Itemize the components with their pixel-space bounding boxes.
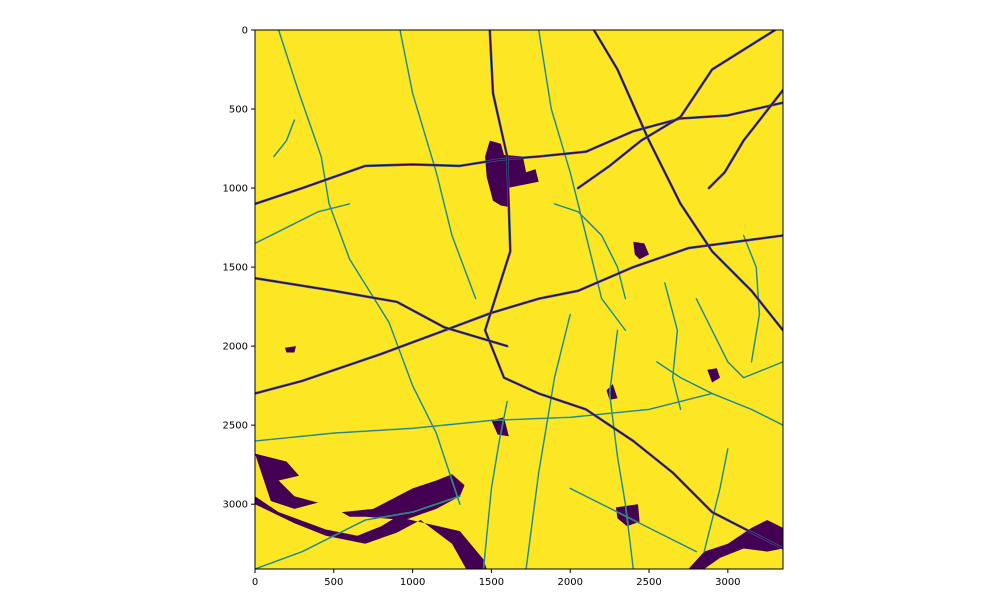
major-road-core-3 xyxy=(484,30,783,550)
minor-road-core-2 xyxy=(538,30,626,331)
major-area-6 xyxy=(255,453,318,509)
x-tick-label-6: 3000 xyxy=(715,577,740,588)
major-area-9 xyxy=(688,520,783,569)
minor-road-core-1 xyxy=(399,30,477,300)
x-tick-label-4: 2000 xyxy=(557,577,582,588)
major-area-7 xyxy=(255,496,487,569)
minor-road-core-11 xyxy=(743,235,760,363)
x-tick-label-3: 1500 xyxy=(479,577,504,588)
minor-road-core-12 xyxy=(703,448,729,552)
major-road-core-6 xyxy=(577,30,776,189)
heatmap-background xyxy=(255,30,783,569)
x-tick-label-0: 0 xyxy=(252,577,258,588)
minor-road-core-10 xyxy=(695,298,783,379)
x-axis: 0 500 1000 1500 2000 2500 3000 xyxy=(252,569,741,588)
major-road-core-2 xyxy=(593,30,783,331)
major-area-10 xyxy=(284,346,296,353)
minor-road-core-7 xyxy=(255,495,461,569)
major-roads-layer xyxy=(255,30,783,550)
major-road-core-4 xyxy=(255,277,508,347)
x-tick-label-2: 1000 xyxy=(400,577,425,588)
major-road-core-5 xyxy=(708,89,783,189)
minor-road-core-16 xyxy=(255,203,350,244)
minor-road-core-0 xyxy=(278,30,461,505)
major-road-core-0 xyxy=(255,101,783,205)
y-tick-label-2: 1000 xyxy=(223,184,248,195)
y-tick-label-4: 2000 xyxy=(223,342,248,353)
minor-road-core-6 xyxy=(609,329,634,569)
y-axis: 0 500 1000 1500 2000 2500 3000 xyxy=(223,26,255,511)
major-area-4 xyxy=(707,368,720,383)
minor-road-core-4 xyxy=(483,401,508,569)
major-area-8 xyxy=(341,474,465,520)
minor-road-core-15 xyxy=(273,119,295,157)
minor-road-core-8 xyxy=(569,488,697,552)
minor-roads-layer xyxy=(255,30,783,569)
major-area-1 xyxy=(633,241,649,260)
y-tick-label-5: 2500 xyxy=(223,421,248,432)
minor-road-core-14 xyxy=(554,203,626,300)
y-tick-label-1: 500 xyxy=(229,105,248,116)
major-area-2 xyxy=(491,417,509,437)
y-tick-label-0: 0 xyxy=(242,26,248,37)
x-tick-label-1: 500 xyxy=(324,577,343,588)
minor-road-core-5 xyxy=(525,314,571,569)
major-road-core-1 xyxy=(255,234,783,395)
axes-frame xyxy=(254,29,784,570)
x-tick-label-5: 2500 xyxy=(636,577,661,588)
y-tick-label-3: 1500 xyxy=(223,263,248,274)
major-area-0 xyxy=(485,140,539,207)
minor-road-core-13 xyxy=(664,282,681,410)
plot-area xyxy=(255,30,783,569)
minor-road-core-3 xyxy=(255,393,713,442)
y-tick-label-6: 3000 xyxy=(223,500,248,511)
